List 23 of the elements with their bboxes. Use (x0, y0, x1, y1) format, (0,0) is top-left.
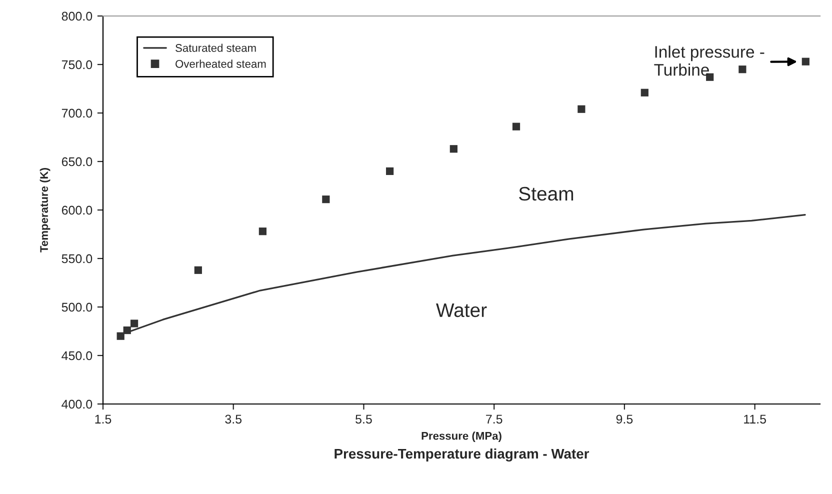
y-axis-title: Temperature (K) (40, 168, 50, 252)
annotation: Inlet pressure - Turbine (654, 46, 764, 76)
x-tick-label: 1.5 (95, 414, 112, 424)
x-tick-label: 7.5 (486, 414, 502, 424)
annotation: Water (436, 304, 487, 318)
x-tick-label: 3.5 (225, 414, 242, 424)
legend-label: Overheated steam (176, 60, 266, 68)
x-axis-title: Pressure (MPa) (422, 432, 502, 442)
y-tick-label: 800.0 (62, 12, 92, 21)
y-tick-label: 400.0 (62, 400, 92, 409)
y-tick-label: 550.0 (62, 254, 92, 264)
y-tick-label: 700.0 (62, 108, 92, 118)
x-tick-label: 5.5 (356, 414, 372, 424)
y-tick-label: 450.0 (62, 351, 92, 360)
x-tick-label: 9.5 (616, 414, 633, 424)
text: Pressure-Temperature diagram - Water (334, 448, 590, 462)
x-tick-label: 11.5 (744, 414, 766, 424)
y-tick-label: 600.0 (62, 206, 92, 215)
y-tick-label: 750.0 (62, 60, 92, 70)
y-tick-label: 650.0 (62, 157, 92, 166)
legend-label: Saturated steam (176, 44, 256, 52)
y-tick-label: 500.0 (62, 302, 92, 312)
annotation: Steam (519, 186, 574, 201)
